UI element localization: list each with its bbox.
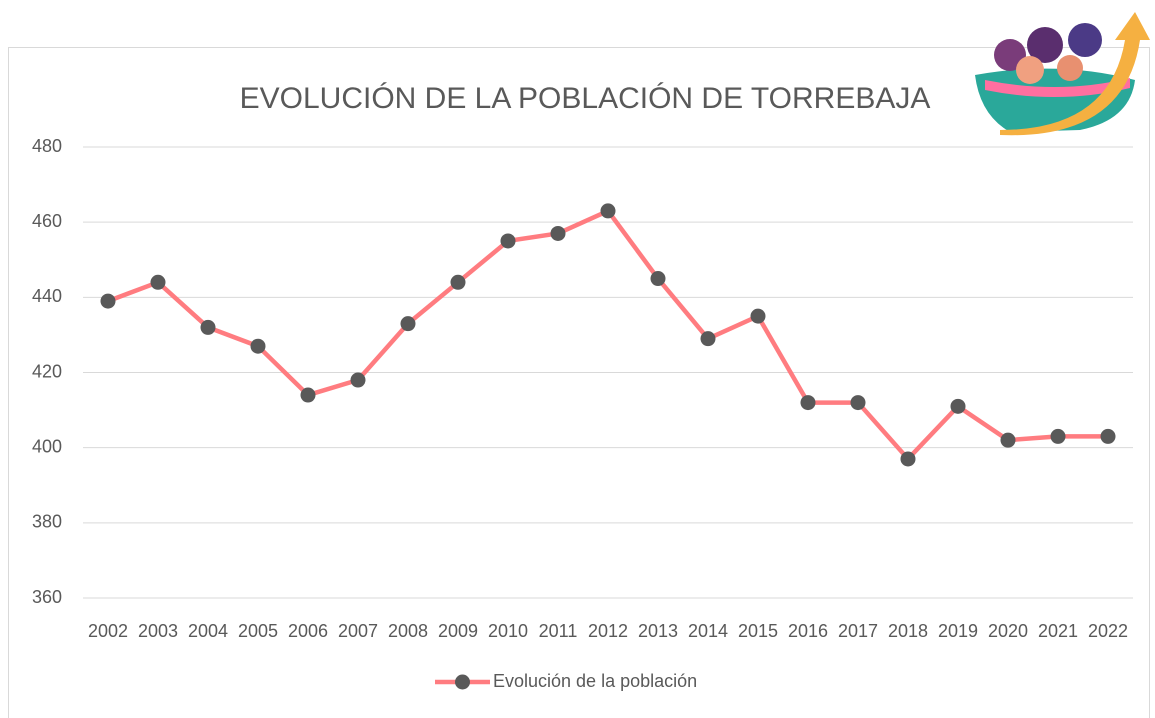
x-tick-label: 2020 [988, 621, 1028, 641]
y-tick-label: 480 [32, 136, 62, 156]
marker [401, 316, 416, 331]
y-tick-label: 360 [32, 587, 62, 607]
marker [651, 271, 666, 286]
y-tick-label: 440 [32, 286, 62, 306]
marker [301, 388, 316, 403]
x-tick-label: 2019 [938, 621, 978, 641]
legend-label: Evolución de la población [493, 671, 697, 691]
x-tick-label: 2007 [338, 621, 378, 641]
x-tick-label: 2003 [138, 621, 178, 641]
x-tick-label: 2021 [1038, 621, 1078, 641]
x-tick-label: 2015 [738, 621, 778, 641]
x-tick-label: 2011 [539, 621, 578, 641]
y-tick-label: 400 [32, 436, 62, 456]
x-tick-label: 2006 [288, 621, 328, 641]
chart-border [9, 48, 1150, 718]
x-tick-label: 2013 [638, 621, 678, 641]
x-tick-label: 2012 [588, 621, 628, 641]
y-tick-label: 420 [32, 361, 62, 381]
legend-marker [455, 675, 470, 690]
marker [1051, 429, 1066, 444]
marker [901, 451, 916, 466]
marker [201, 320, 216, 335]
x-tick-label: 2004 [188, 621, 228, 641]
marker [601, 203, 616, 218]
x-tick-label: 2005 [238, 621, 278, 641]
y-tick-label: 460 [32, 211, 62, 231]
chart: EVOLUCIÓN DE LA POBLACIÓN DE TORREBAJA 3… [0, 0, 1155, 718]
marker [151, 275, 166, 290]
marker [951, 399, 966, 414]
x-tick-label: 2002 [88, 621, 128, 641]
x-tick-label: 2009 [438, 621, 478, 641]
marker [501, 233, 516, 248]
marker [451, 275, 466, 290]
x-tick-label: 2017 [838, 621, 878, 641]
page: {"chart_data": {"type": "line", "title":… [0, 0, 1155, 718]
marker [701, 331, 716, 346]
chart-title: EVOLUCIÓN DE LA POBLACIÓN DE TORREBAJA [240, 82, 931, 115]
x-tick-label: 2022 [1088, 621, 1128, 641]
x-tick-label: 2016 [788, 621, 828, 641]
marker [801, 395, 816, 410]
marker [851, 395, 866, 410]
marker [551, 226, 566, 241]
marker [1101, 429, 1116, 444]
x-tick-label: 2014 [688, 621, 728, 641]
y-tick-label: 380 [32, 512, 62, 532]
marker [351, 373, 366, 388]
x-tick-label: 2010 [488, 621, 528, 641]
marker [751, 309, 766, 324]
marker [251, 339, 266, 354]
x-tick-label: 2018 [888, 621, 928, 641]
x-tick-label: 2008 [388, 621, 428, 641]
marker [1001, 433, 1016, 448]
marker [101, 294, 116, 309]
